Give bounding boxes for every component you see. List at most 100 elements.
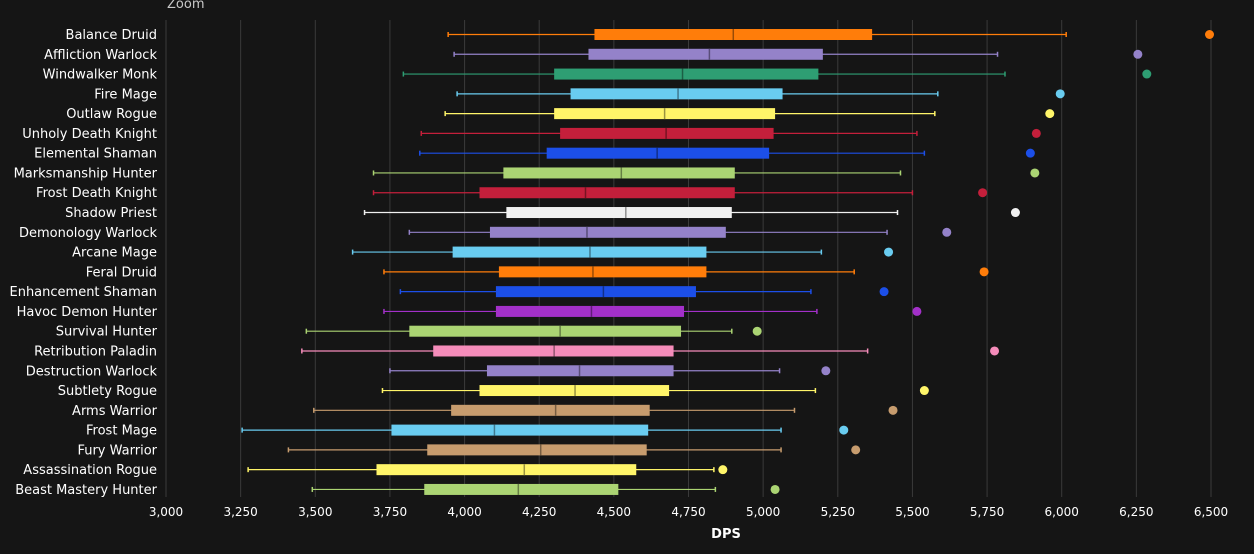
box-frost-death-knight (372, 187, 988, 199)
box-survival-hunter (305, 325, 762, 337)
x-axis-ticks: 3,000 3,250 3,500 3,750 4,000 4,250 4,500 4,750… (149, 505, 1228, 519)
x-tick-label: 4,000 (447, 505, 481, 519)
box-affliction-warlock (453, 48, 1143, 60)
y-axis-labels: Balance Druid Affliction Warlock Windwalke… (9, 28, 157, 498)
x-tick-label: 4,750 (671, 505, 705, 519)
box-outlaw-rogue (444, 108, 1055, 120)
box-feral-druid (383, 266, 989, 278)
outlier-point (839, 425, 849, 435)
x-axis-title: DPS (711, 527, 741, 542)
iqr-box (506, 207, 732, 219)
outlier-point (979, 267, 989, 277)
x-tick-label: 5,750 (970, 505, 1004, 519)
x-tick-label: 4,500 (597, 505, 631, 519)
y-category-label: Balance Druid (66, 28, 157, 43)
x-tick-label: 3,750 (373, 505, 407, 519)
box-shadow-priest (363, 207, 1020, 219)
y-category-label: Fire Mage (94, 87, 157, 102)
box-destruction-warlock (389, 365, 831, 377)
outlier-point (879, 287, 889, 297)
box-retribution-paladin (301, 345, 1000, 357)
x-tick-label: 5,000 (746, 505, 780, 519)
outlier-point (1030, 168, 1040, 178)
box-enhancement-shaman (399, 286, 889, 298)
x-tick-label: 3,000 (149, 505, 183, 519)
outlier-point (1205, 30, 1215, 39)
outlier-point (718, 465, 728, 475)
iqr-box (424, 483, 619, 495)
y-category-label: Havoc Demon Hunter (17, 305, 158, 320)
outlier-point (752, 326, 762, 336)
iqr-box (495, 305, 685, 317)
iqr-box (498, 266, 707, 278)
y-category-label: Beast Mastery Hunter (15, 483, 157, 498)
y-category-label: Retribution Paladin (34, 344, 157, 359)
box-unholy-death-knight (420, 127, 1041, 139)
iqr-box (391, 424, 649, 436)
y-category-label: Outlaw Rogue (66, 107, 157, 122)
x-tick-label: 6,000 (1045, 505, 1079, 519)
outlier-point (1031, 128, 1041, 138)
box-balance-druid (447, 29, 1215, 40)
box-fire-mage (456, 88, 1065, 100)
outlier-point (990, 346, 1000, 356)
y-category-label: Destruction Warlock (26, 364, 158, 379)
box-arms-warrior (313, 404, 898, 416)
outlier-point (1142, 69, 1152, 79)
iqr-box (427, 444, 647, 456)
iqr-box (376, 464, 637, 476)
y-category-label: Survival Hunter (56, 325, 158, 340)
x-tick-label: 6,500 (1194, 505, 1228, 519)
zoom-label[interactable]: Zoom (167, 0, 205, 12)
outlier-point (1045, 109, 1055, 119)
y-category-label: Subtlety Rogue (58, 384, 157, 399)
iqr-box (489, 226, 726, 238)
y-category-label: Enhancement Shaman (9, 285, 157, 300)
y-category-label: Elemental Shaman (34, 147, 157, 162)
x-tick-label: 5,250 (821, 505, 855, 519)
box-frost-mage (241, 424, 849, 436)
box-marksmanship-hunter (372, 167, 1040, 179)
y-category-label: Fury Warrior (77, 443, 157, 458)
outlier-point (1025, 148, 1035, 158)
outlier-point (821, 366, 831, 376)
x-tick-label: 6,250 (1119, 505, 1153, 519)
y-category-label: Affliction Warlock (44, 48, 157, 63)
iqr-box (570, 88, 783, 100)
y-category-label: Frost Mage (86, 424, 157, 439)
y-category-label: Windwalker Monk (43, 68, 158, 83)
outlier-point (1010, 208, 1020, 218)
iqr-box (588, 48, 823, 60)
grid-lines (165, 20, 1212, 497)
box-havoc-demon-hunter (383, 305, 922, 317)
outlier-point (942, 227, 952, 237)
box-arcane-mage (351, 246, 894, 258)
outlier-point (978, 188, 988, 198)
y-category-label: Arms Warrior (72, 404, 158, 419)
y-category-label: Unholy Death Knight (22, 127, 157, 142)
outlier-point (888, 405, 898, 415)
y-category-label: Assassination Rogue (23, 463, 157, 478)
outlier-point (851, 445, 861, 455)
iqr-box (554, 68, 819, 80)
box-fury-warrior (287, 444, 861, 456)
y-category-label: Arcane Mage (72, 246, 157, 261)
box-subtlety-rogue (381, 385, 929, 397)
box-windwalker-monk (402, 68, 1152, 80)
iqr-box (495, 286, 696, 298)
outlier-point (1055, 89, 1065, 99)
x-tick-label: 3,500 (298, 505, 332, 519)
x-tick-label: 5,500 (895, 505, 929, 519)
iqr-box (451, 404, 650, 416)
y-category-label: Feral Druid (86, 265, 157, 280)
y-category-label: Frost Death Knight (36, 186, 157, 201)
y-category-label: Marksmanship Hunter (14, 166, 158, 181)
iqr-box (452, 246, 707, 258)
outlier-point (884, 247, 894, 257)
box-beast-mastery-hunter (311, 483, 780, 495)
y-category-label: Demonology Warlock (19, 226, 158, 241)
outlier-point (770, 484, 780, 494)
iqr-box (409, 325, 682, 337)
y-category-label: Shadow Priest (65, 206, 157, 221)
